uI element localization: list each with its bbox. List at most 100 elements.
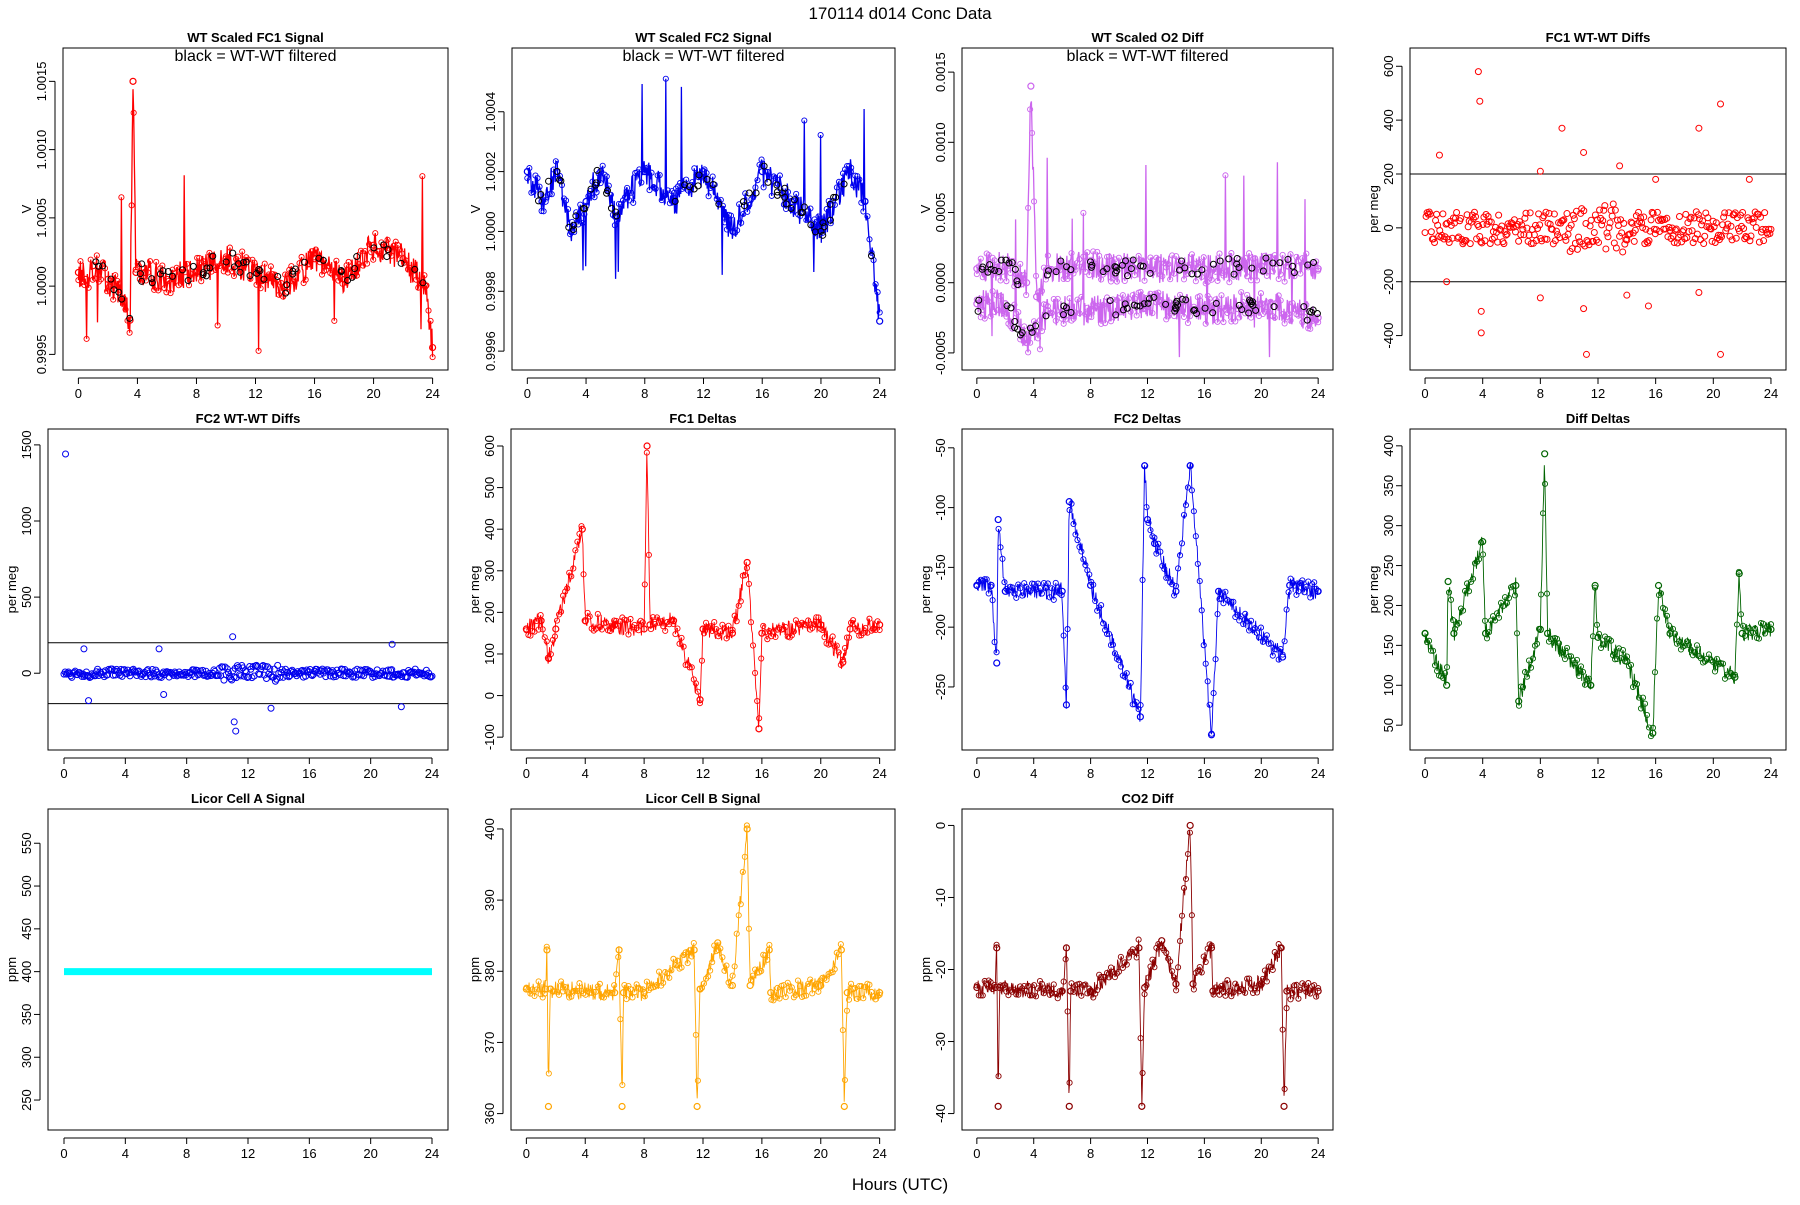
data-point [110, 296, 117, 303]
filtered-point [603, 189, 611, 197]
data-point [1244, 975, 1251, 982]
key-point [1023, 279, 1031, 287]
data-point [1518, 221, 1526, 229]
key-point [1209, 987, 1217, 995]
data-point [1505, 594, 1513, 602]
data-point [1228, 598, 1235, 605]
data-point [1671, 630, 1679, 637]
data-point [646, 187, 653, 194]
data-series [523, 75, 884, 325]
filtered-point [1216, 257, 1224, 265]
x-tick-label: 20 [814, 1146, 828, 1161]
data-point [848, 164, 855, 171]
filtered-point [1062, 304, 1070, 312]
data-point [1066, 507, 1073, 514]
filtered-point [830, 193, 838, 201]
filtered-point [118, 295, 126, 303]
y-tick-label: 600 [1381, 55, 1396, 77]
data-point [789, 206, 796, 214]
data-point [815, 213, 822, 220]
data-point [568, 993, 575, 1000]
data-point [261, 260, 268, 267]
key-point [837, 946, 845, 954]
data-point [793, 190, 800, 197]
filtered-point [239, 258, 247, 266]
x-tick-label: 16 [302, 1146, 316, 1161]
data-point [91, 275, 98, 282]
filtered-point [819, 231, 827, 239]
data-point [1234, 305, 1241, 313]
data-point [1498, 222, 1506, 230]
data-point [625, 631, 632, 638]
x-tick-label: 20 [1254, 766, 1268, 781]
data-point [737, 598, 744, 605]
data-point [709, 173, 716, 180]
data-point [1208, 276, 1215, 283]
data-point [754, 697, 761, 705]
data-point [1031, 198, 1038, 205]
data-point [1261, 308, 1268, 315]
data-point [1663, 612, 1671, 619]
x-tick-label: 8 [641, 386, 648, 401]
data-point [1619, 248, 1627, 256]
data-point [1289, 990, 1296, 997]
data-point [1246, 627, 1253, 634]
x-tick-label: 4 [1479, 766, 1486, 781]
data-point [573, 209, 580, 216]
key-point [861, 197, 869, 206]
filtered-point [370, 244, 378, 252]
key-point [1277, 944, 1285, 952]
data-point [1720, 213, 1728, 221]
filtered-point [1304, 261, 1312, 269]
data-point [1244, 273, 1251, 280]
data-point [302, 276, 309, 283]
data-point [1701, 232, 1709, 240]
data-point [1094, 607, 1101, 614]
key-point [973, 581, 981, 589]
data-point [170, 671, 178, 679]
filtered-point [206, 264, 214, 272]
data-point [1062, 684, 1069, 691]
data-point [1186, 261, 1193, 268]
filtered-point [1290, 269, 1298, 277]
x-tick-label: 24 [1764, 766, 1778, 781]
data-point [1523, 673, 1531, 680]
data-point [1466, 240, 1474, 248]
key-point [1087, 987, 1095, 995]
data-point [1232, 318, 1239, 325]
data-point [198, 278, 205, 285]
data-point [1515, 702, 1523, 709]
data-point [719, 202, 726, 209]
data-point [1705, 223, 1713, 231]
data-point [749, 972, 757, 979]
data-point [1567, 221, 1575, 229]
data-point [1192, 969, 1199, 976]
data-series [74, 77, 437, 361]
key-point [758, 629, 766, 637]
data-point [1228, 993, 1235, 1000]
data-point [1060, 978, 1067, 985]
data-point [1608, 212, 1616, 220]
data-point [183, 669, 191, 677]
filtered-point [1270, 303, 1278, 311]
filtered-point [1225, 255, 1233, 263]
data-point [1685, 642, 1693, 649]
filtered-point [1014, 281, 1022, 289]
data-point [1105, 253, 1113, 260]
data-point [1186, 829, 1193, 836]
filtered-point [703, 175, 711, 183]
data-point [788, 984, 795, 991]
data-point [643, 449, 650, 456]
data-point [1141, 277, 1148, 284]
key-point [1067, 987, 1075, 995]
filtered-point [1005, 259, 1013, 267]
data-point [1163, 264, 1170, 271]
data-point [594, 610, 601, 618]
data-point [300, 279, 307, 287]
data-point [1115, 295, 1122, 302]
data-point [1034, 985, 1042, 992]
filtered-point [156, 270, 164, 278]
data-point [1169, 581, 1176, 588]
